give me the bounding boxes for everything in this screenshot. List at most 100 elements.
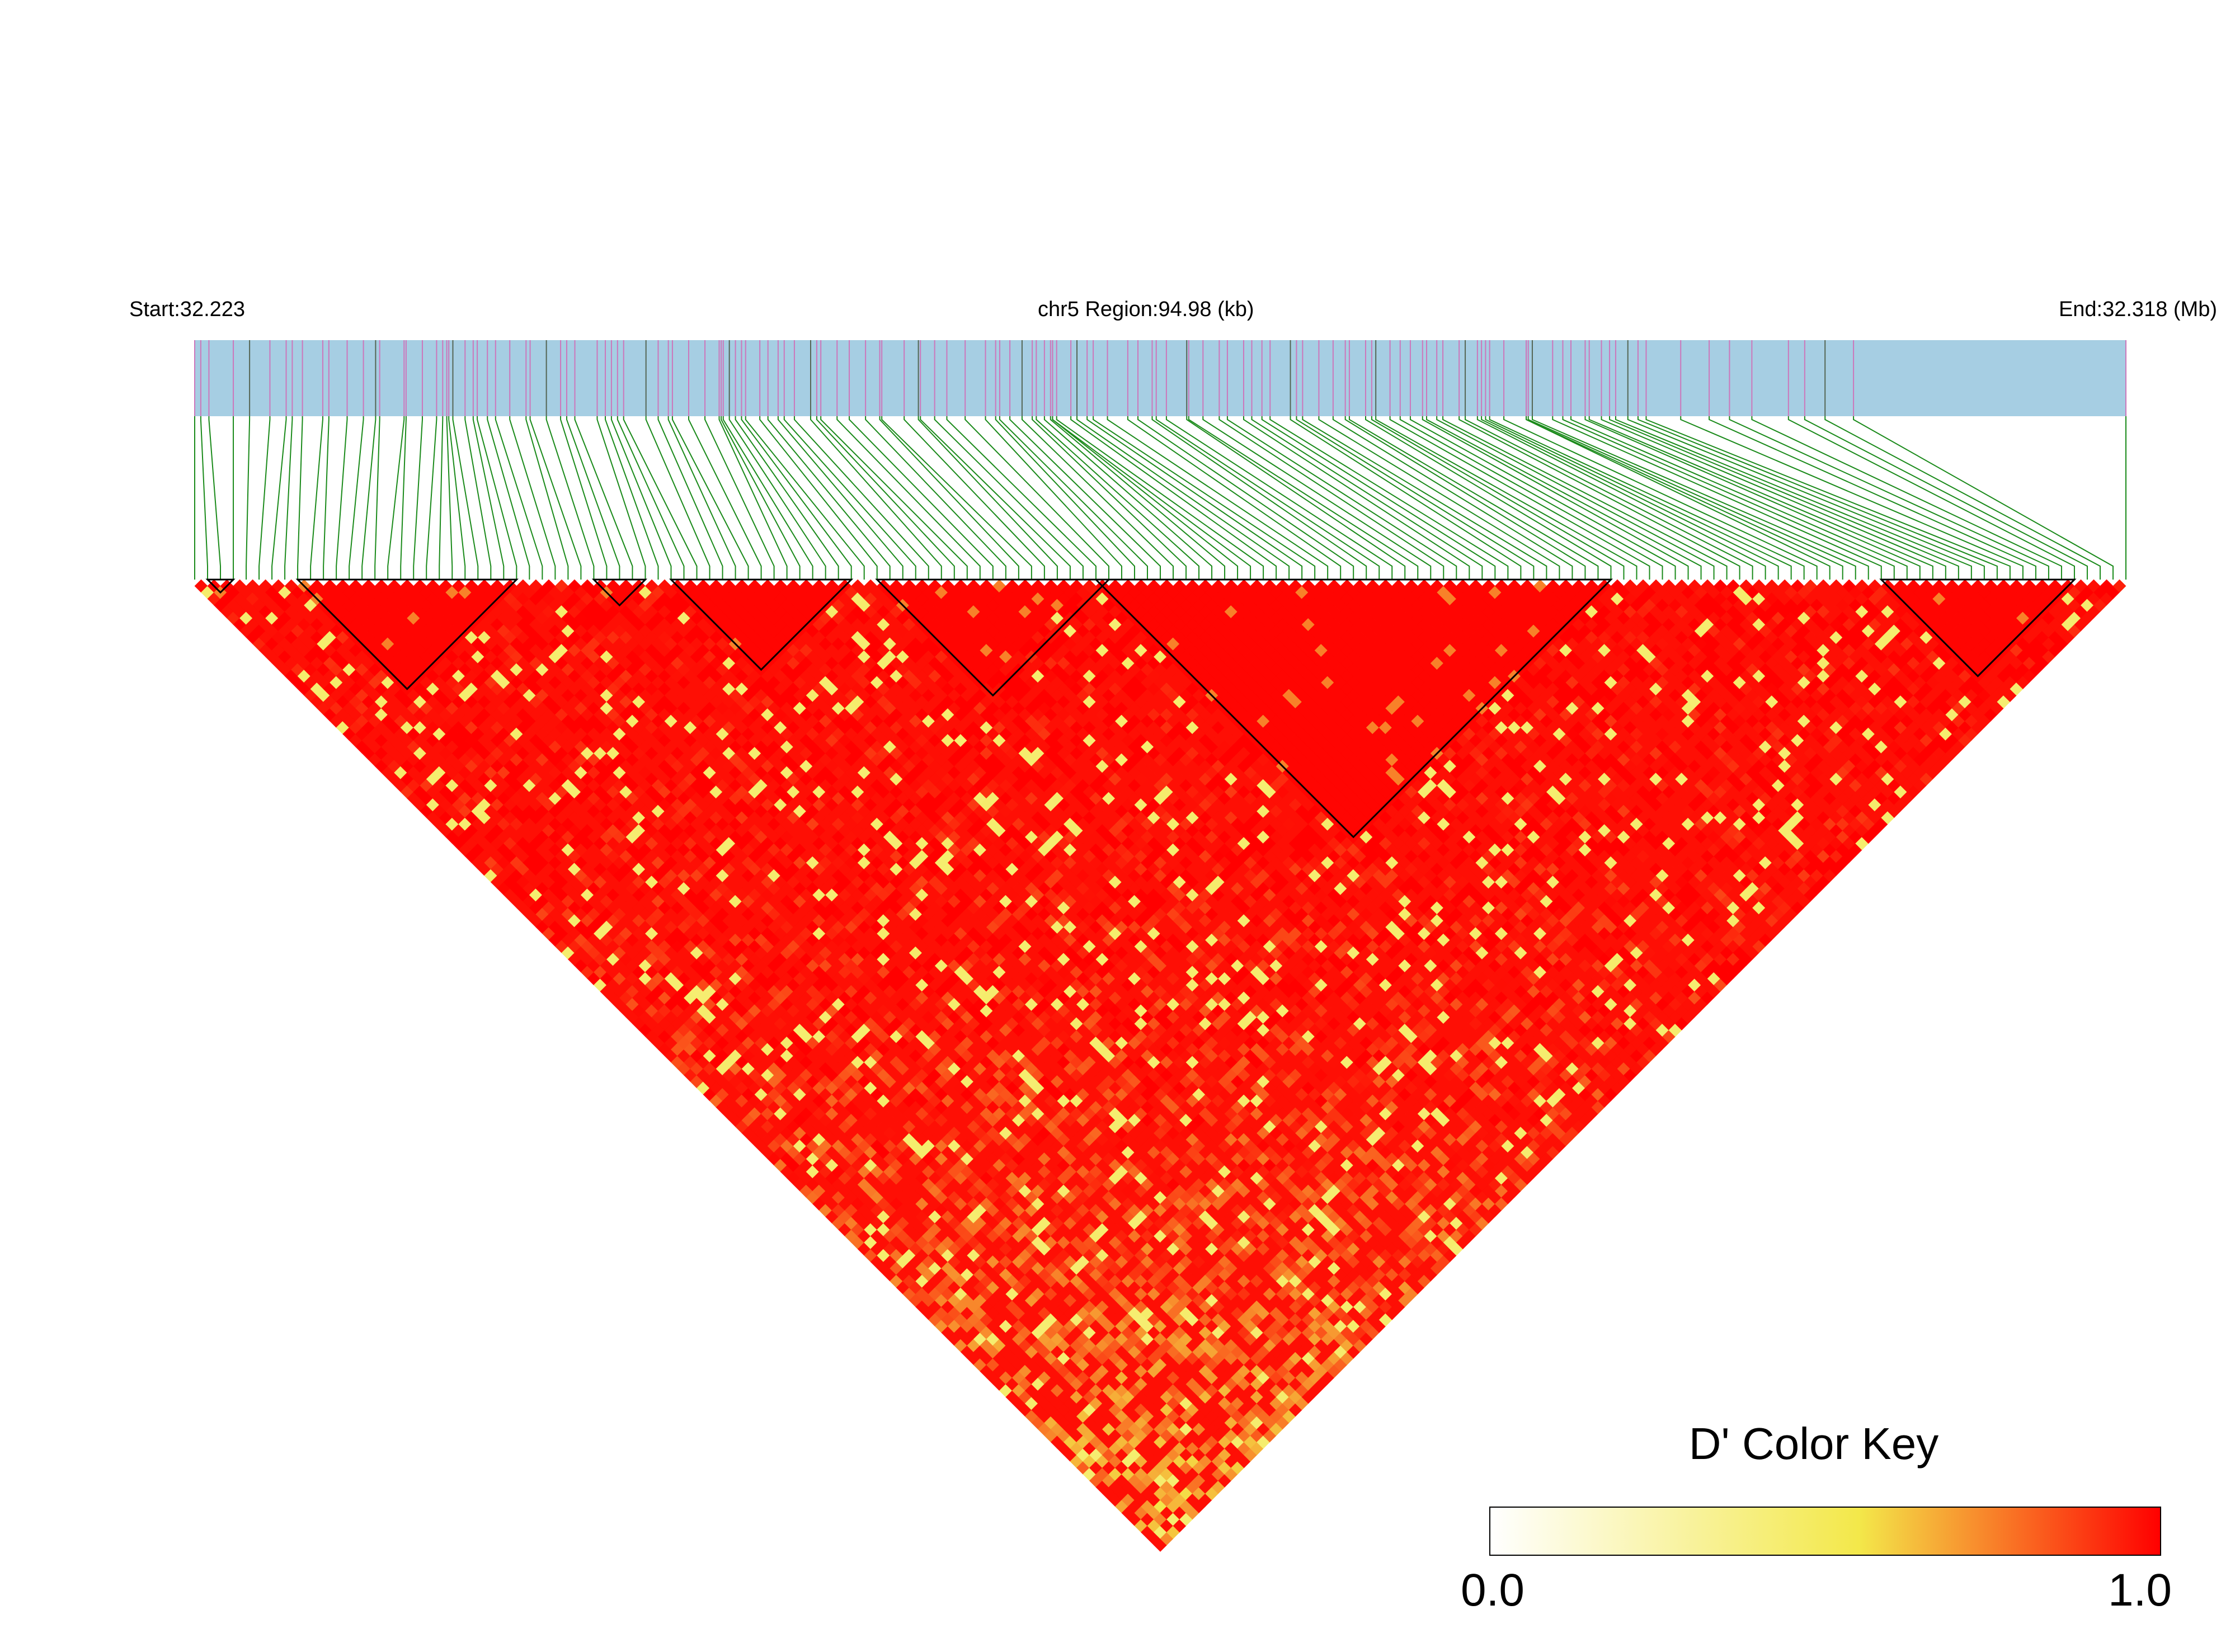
snp-connector xyxy=(920,416,1071,580)
snp-connector xyxy=(361,416,377,580)
snp-connector xyxy=(336,416,348,580)
snp-connector xyxy=(1137,416,1354,580)
snp-connector xyxy=(1302,416,1547,580)
snp-connector xyxy=(999,416,1148,580)
snp-connector xyxy=(728,416,826,580)
snp-connector xyxy=(1422,416,1689,580)
snp-connector xyxy=(258,416,271,580)
snp-connector xyxy=(1332,416,1573,580)
snp-connector xyxy=(617,416,685,580)
snp-connector xyxy=(1070,416,1277,580)
snp-connector xyxy=(610,416,672,580)
region-title: chr5 Region:94.98 (kb) xyxy=(1038,298,1254,321)
snp-connector xyxy=(1043,416,1213,580)
snp-connector xyxy=(525,416,569,580)
snp-connector xyxy=(645,416,711,580)
snp-connector xyxy=(446,416,453,580)
snp-connector xyxy=(400,416,407,580)
snp-connector xyxy=(1481,416,1779,580)
snp-connector xyxy=(387,416,405,580)
snp-connector xyxy=(1052,416,1251,580)
snp-connector xyxy=(671,416,749,580)
snp-connector xyxy=(1751,416,2062,580)
snp-connector xyxy=(439,416,444,580)
snp-connector xyxy=(246,416,251,580)
snp-connector xyxy=(745,416,865,580)
snp-connector xyxy=(1296,416,1535,580)
snp-connector xyxy=(1218,416,1444,580)
snp-connector xyxy=(1436,416,1715,580)
snp-connector xyxy=(1127,416,1342,580)
snp-connector xyxy=(323,416,330,580)
snp-connector xyxy=(1290,416,1522,580)
snp-connector xyxy=(721,416,801,580)
snp-connector xyxy=(964,416,1109,580)
snp-connector xyxy=(1409,416,1676,580)
snp-connector xyxy=(297,416,303,580)
snp-connector xyxy=(767,416,891,580)
snp-connector xyxy=(271,416,287,580)
snp-connector xyxy=(1465,416,1753,580)
snp-connector xyxy=(704,416,775,580)
snp-connector xyxy=(1609,416,1959,580)
snp-connector xyxy=(1584,416,1921,580)
snp-connector xyxy=(1562,416,1895,580)
snp-connector xyxy=(574,416,633,580)
snp-connector xyxy=(777,416,904,580)
snp-connector xyxy=(865,416,1006,580)
region-end-label: End:32.318 (Mb) xyxy=(2059,298,2217,321)
snp-connector xyxy=(1036,416,1200,580)
snp-connector xyxy=(1824,416,2101,580)
snp-connector xyxy=(1093,416,1316,580)
snp-connector xyxy=(1531,416,1869,580)
snp-tick-marks xyxy=(194,340,2126,416)
snp-connector xyxy=(836,416,981,580)
snp-connector xyxy=(1615,416,1972,580)
snp-connector xyxy=(741,416,852,580)
snp-connector xyxy=(452,416,479,580)
snp-connector xyxy=(657,416,723,580)
snp-connector xyxy=(200,416,209,580)
snp-connector xyxy=(1476,416,1766,580)
snp-connector xyxy=(1151,416,1367,580)
snp-connector xyxy=(426,416,437,580)
snp-connector xyxy=(849,416,994,580)
snp-connector xyxy=(477,416,517,580)
snp-connector xyxy=(1588,416,1933,580)
snp-connector xyxy=(1365,416,1612,580)
snp-connector-lines xyxy=(194,416,2126,580)
snp-connector xyxy=(1570,416,1908,580)
snp-connector xyxy=(1086,416,1303,580)
snp-position-track xyxy=(195,340,2126,416)
snp-connector xyxy=(1552,416,1882,580)
snp-connector xyxy=(1021,416,1174,580)
snp-connector xyxy=(1442,416,1728,580)
snp-connector xyxy=(881,416,1032,580)
snp-connector xyxy=(495,416,543,580)
snp-connector xyxy=(1243,416,1470,580)
snp-connector xyxy=(1050,416,1226,580)
snp-connector xyxy=(1787,416,2075,580)
snp-connector xyxy=(793,416,929,580)
ld-heatmap xyxy=(194,579,2126,1552)
snp-connector xyxy=(1032,416,1187,580)
snp-connector xyxy=(1637,416,1998,580)
snp-connector xyxy=(985,416,1122,580)
snp-connector xyxy=(1680,416,2024,580)
snp-connector xyxy=(735,416,839,580)
snp-connector xyxy=(374,416,380,580)
snp-connector xyxy=(688,416,762,580)
snp-connector xyxy=(349,416,364,580)
snp-connector xyxy=(596,416,646,580)
snp-connector xyxy=(1371,416,1625,580)
snp-connector xyxy=(783,416,916,580)
snp-connector xyxy=(995,416,1135,580)
snp-connector xyxy=(1076,416,1290,580)
snp-connector xyxy=(529,416,582,580)
snp-connector xyxy=(623,416,698,580)
snp-connector xyxy=(816,416,955,580)
snp-connector xyxy=(1251,416,1483,580)
snp-connector xyxy=(917,416,1058,580)
snp-connector xyxy=(1485,416,1792,580)
